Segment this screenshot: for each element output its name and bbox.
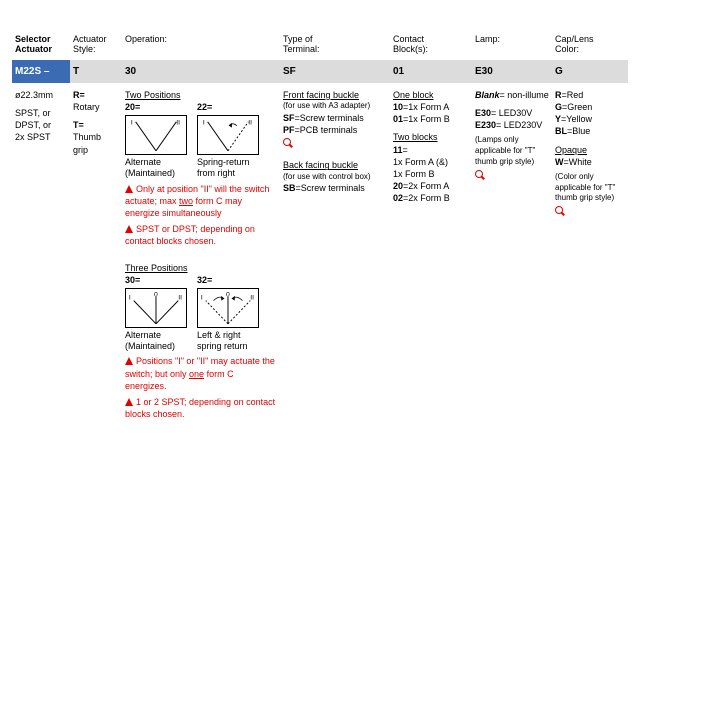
cell-7: R=Red G=Green Y=Yellow BL=Blue Opaque W=…	[552, 83, 628, 426]
hdr-color: Cap/LensColor:	[552, 30, 628, 60]
cell-4: Front facing buckle (for use with A3 ada…	[280, 83, 390, 426]
hdr-terminal: Type ofTerminal:	[280, 30, 390, 60]
magnifier-icon	[475, 170, 485, 180]
hdr-selector: SelectorActuator	[12, 30, 70, 60]
hdr-contact: ContactBlock(s):	[390, 30, 472, 60]
diagram-30: I0II	[125, 288, 187, 328]
magnifier-icon	[283, 138, 293, 148]
svg-text:II: II	[178, 295, 182, 302]
two-positions-title: Two Positions	[125, 89, 277, 101]
svg-text:II: II	[250, 295, 254, 302]
band-color: G	[552, 60, 628, 83]
band-style: T	[70, 60, 122, 83]
diagram-22: III	[197, 115, 259, 155]
warn-1: Only at position "II" will the switch ac…	[125, 183, 277, 219]
svg-text:II: II	[176, 120, 180, 127]
band-op: 30	[122, 60, 280, 83]
warn-2: SPST or DPST; depending on contact block…	[125, 223, 277, 247]
cell-1: ø22.3mm SPST, or DPST, or 2x SPST	[12, 83, 70, 426]
hdr-lamp: Lamp:	[472, 30, 552, 60]
warn-4: 1 or 2 SPST; depending on contact blocks…	[125, 396, 277, 420]
diagram-32: I0II	[197, 288, 259, 328]
svg-text:I: I	[203, 120, 205, 127]
cell-6: Blank= non-illume E30= LED30V E230= LED2…	[472, 83, 552, 426]
warn-3: Positions "I" or "II" may actuate the sw…	[125, 355, 277, 391]
diagram-20: III	[125, 115, 187, 155]
band-contact: 01	[390, 60, 472, 83]
hdr-operation: Operation:	[122, 30, 280, 60]
three-positions-title: Three Positions	[125, 262, 277, 274]
cell-3: Two Positions 20= III Alternate(Maintain…	[122, 83, 280, 426]
svg-text:II: II	[248, 120, 252, 127]
cell-5: One block 10=1x Form A 01=1x Form B Two …	[390, 83, 472, 426]
cell-2: R=Rotary T=Thumbgrip	[70, 83, 122, 426]
band-term: SF	[280, 60, 390, 83]
spec-table: SelectorActuator ActuatorStyle: Operatio…	[12, 30, 708, 426]
band-model: M22S –	[12, 60, 70, 83]
svg-text:I: I	[201, 295, 203, 302]
magnifier-icon	[555, 206, 565, 216]
svg-text:I: I	[129, 295, 131, 302]
band-lamp: E30	[472, 60, 552, 83]
hdr-style: ActuatorStyle:	[70, 30, 122, 60]
svg-text:I: I	[131, 120, 133, 127]
